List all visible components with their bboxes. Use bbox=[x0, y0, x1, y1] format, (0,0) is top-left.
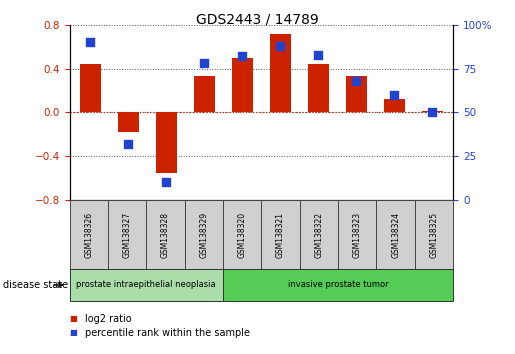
Point bbox=[276, 43, 284, 48]
Point bbox=[428, 110, 436, 115]
Text: GSM138327: GSM138327 bbox=[123, 211, 131, 258]
Text: GSM138324: GSM138324 bbox=[391, 211, 400, 258]
Text: disease state: disease state bbox=[3, 280, 67, 290]
Text: GSM138328: GSM138328 bbox=[161, 212, 170, 257]
Bar bbox=[156, 113, 177, 173]
Text: GSM138322: GSM138322 bbox=[315, 212, 323, 257]
Bar bbox=[118, 113, 139, 132]
Text: ■: ■ bbox=[70, 328, 77, 337]
Bar bbox=[270, 34, 291, 113]
Point bbox=[162, 180, 170, 185]
Point bbox=[87, 40, 95, 45]
Point bbox=[352, 78, 360, 84]
Text: GSM138326: GSM138326 bbox=[84, 211, 93, 258]
Point bbox=[314, 52, 322, 57]
Text: ■: ■ bbox=[70, 314, 77, 323]
Text: GSM138329: GSM138329 bbox=[199, 211, 208, 258]
Text: invasive prostate tumor: invasive prostate tumor bbox=[288, 280, 388, 290]
Text: GSM138325: GSM138325 bbox=[430, 211, 438, 258]
Text: prostate intraepithelial neoplasia: prostate intraepithelial neoplasia bbox=[76, 280, 216, 290]
Bar bbox=[346, 76, 367, 113]
Bar bbox=[232, 58, 253, 113]
Text: GSM138323: GSM138323 bbox=[353, 211, 362, 258]
Text: GSM138321: GSM138321 bbox=[276, 212, 285, 257]
Point bbox=[200, 61, 209, 66]
Bar bbox=[308, 64, 329, 113]
Bar bbox=[422, 111, 443, 113]
Text: percentile rank within the sample: percentile rank within the sample bbox=[85, 328, 250, 338]
Bar bbox=[194, 76, 215, 113]
Point bbox=[124, 141, 132, 147]
Bar bbox=[80, 64, 101, 113]
Text: GSM138320: GSM138320 bbox=[238, 211, 247, 258]
Text: GDS2443 / 14789: GDS2443 / 14789 bbox=[196, 12, 319, 27]
Point bbox=[238, 53, 247, 59]
Bar bbox=[384, 99, 405, 113]
Point bbox=[390, 92, 399, 98]
Text: log2 ratio: log2 ratio bbox=[85, 314, 132, 324]
